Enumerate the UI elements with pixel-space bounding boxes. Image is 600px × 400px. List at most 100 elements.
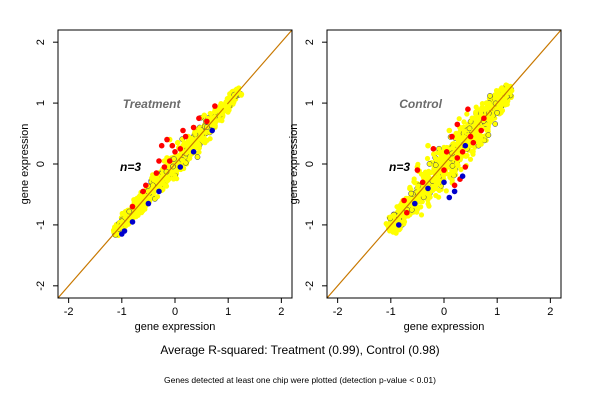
gene-point <box>463 153 469 159</box>
gene-point <box>388 214 394 220</box>
gene-point <box>469 115 475 121</box>
x-tick-label: 0 <box>441 306 447 318</box>
gene-point <box>126 208 133 215</box>
gene-point <box>426 161 433 167</box>
gene-point <box>147 195 153 201</box>
y-tick-label: -2 <box>304 281 316 291</box>
red-point <box>414 167 421 173</box>
blue-point <box>209 127 215 134</box>
blue-point <box>177 164 184 170</box>
yellow-point <box>425 142 431 149</box>
gene-point <box>424 155 431 162</box>
y-tick-label: 0 <box>304 161 316 167</box>
gene-point <box>398 209 404 215</box>
red-point <box>430 146 437 152</box>
gene-point <box>433 184 439 190</box>
red-point <box>467 133 474 140</box>
yellow-point <box>161 158 168 164</box>
x-tick-label: -1 <box>386 306 396 318</box>
gene-point <box>494 93 500 99</box>
yellow-point <box>222 103 229 109</box>
blue-point <box>446 194 453 201</box>
gene-point <box>408 190 414 197</box>
gene-point <box>422 169 429 175</box>
red-point <box>164 136 170 143</box>
red-point <box>454 155 461 161</box>
gene-point <box>196 145 202 151</box>
gene-point <box>432 162 439 168</box>
gene-point <box>396 217 402 223</box>
red-point <box>462 164 469 170</box>
red-point <box>182 133 189 140</box>
gene-point <box>170 176 177 182</box>
gene-point <box>466 125 473 132</box>
gene-point <box>444 144 450 151</box>
gene-point <box>458 166 464 173</box>
red-point <box>470 139 477 146</box>
gene-point <box>217 103 223 109</box>
panel-title: Control <box>399 97 442 111</box>
red-point <box>169 142 176 149</box>
red-point <box>172 149 178 155</box>
gene-point <box>418 212 425 218</box>
gene-point <box>456 116 462 122</box>
red-point <box>161 164 168 170</box>
gene-point <box>492 121 499 127</box>
gene-point <box>476 134 482 140</box>
gene-point <box>487 93 493 99</box>
gene-point <box>113 223 119 229</box>
identity-line <box>58 30 292 298</box>
gene-point <box>132 196 138 203</box>
identity-line <box>327 30 561 298</box>
red-point <box>419 179 426 186</box>
gene-point <box>408 187 414 193</box>
gene-point <box>478 106 484 112</box>
gene-point <box>207 136 213 142</box>
red-point <box>196 115 202 122</box>
gene-point <box>463 138 469 144</box>
gene-point <box>433 192 439 199</box>
gene-point <box>180 158 186 164</box>
y-tick-label: -2 <box>35 281 47 291</box>
blue-point <box>441 179 447 186</box>
yellow-point <box>446 127 453 134</box>
gene-point <box>473 104 479 110</box>
gene-point <box>484 106 490 112</box>
yellow-point <box>441 155 447 161</box>
gene-point <box>485 122 492 128</box>
gene-point <box>401 218 407 224</box>
gene-point <box>122 222 129 228</box>
red-point <box>166 158 173 164</box>
yellow-point <box>174 139 181 146</box>
gene-point <box>478 141 484 147</box>
gene-point <box>194 154 201 160</box>
y-tick-label: 0 <box>35 161 47 167</box>
yellow-point <box>454 161 461 167</box>
gene-point <box>461 134 467 140</box>
y-tick-label: 2 <box>35 39 47 45</box>
y-axis-title: gene expression <box>288 124 300 205</box>
red-point <box>129 203 136 210</box>
gene-point <box>414 195 421 201</box>
x-tick-label: 1 <box>225 306 231 318</box>
gene-point <box>174 168 180 174</box>
red-point <box>190 124 197 131</box>
gene-point <box>415 206 421 212</box>
gene-point <box>493 88 500 94</box>
gene-point <box>469 148 475 155</box>
blue-point <box>396 222 402 228</box>
gene-point <box>494 110 500 116</box>
blue-point <box>459 173 466 179</box>
gene-point <box>449 170 455 176</box>
gene-point <box>185 142 191 148</box>
red-point <box>180 127 186 134</box>
blue-point <box>145 200 152 207</box>
x-axis-title: gene expression <box>135 321 216 333</box>
red-point <box>156 158 162 164</box>
gene-point <box>226 95 232 101</box>
red-point <box>204 118 210 125</box>
y-tick-label: 1 <box>35 100 47 106</box>
gene-point <box>439 161 445 168</box>
average-r-squared-caption: Average R-squared: Treatment (0.99), Con… <box>160 343 440 357</box>
gene-point <box>449 162 456 169</box>
